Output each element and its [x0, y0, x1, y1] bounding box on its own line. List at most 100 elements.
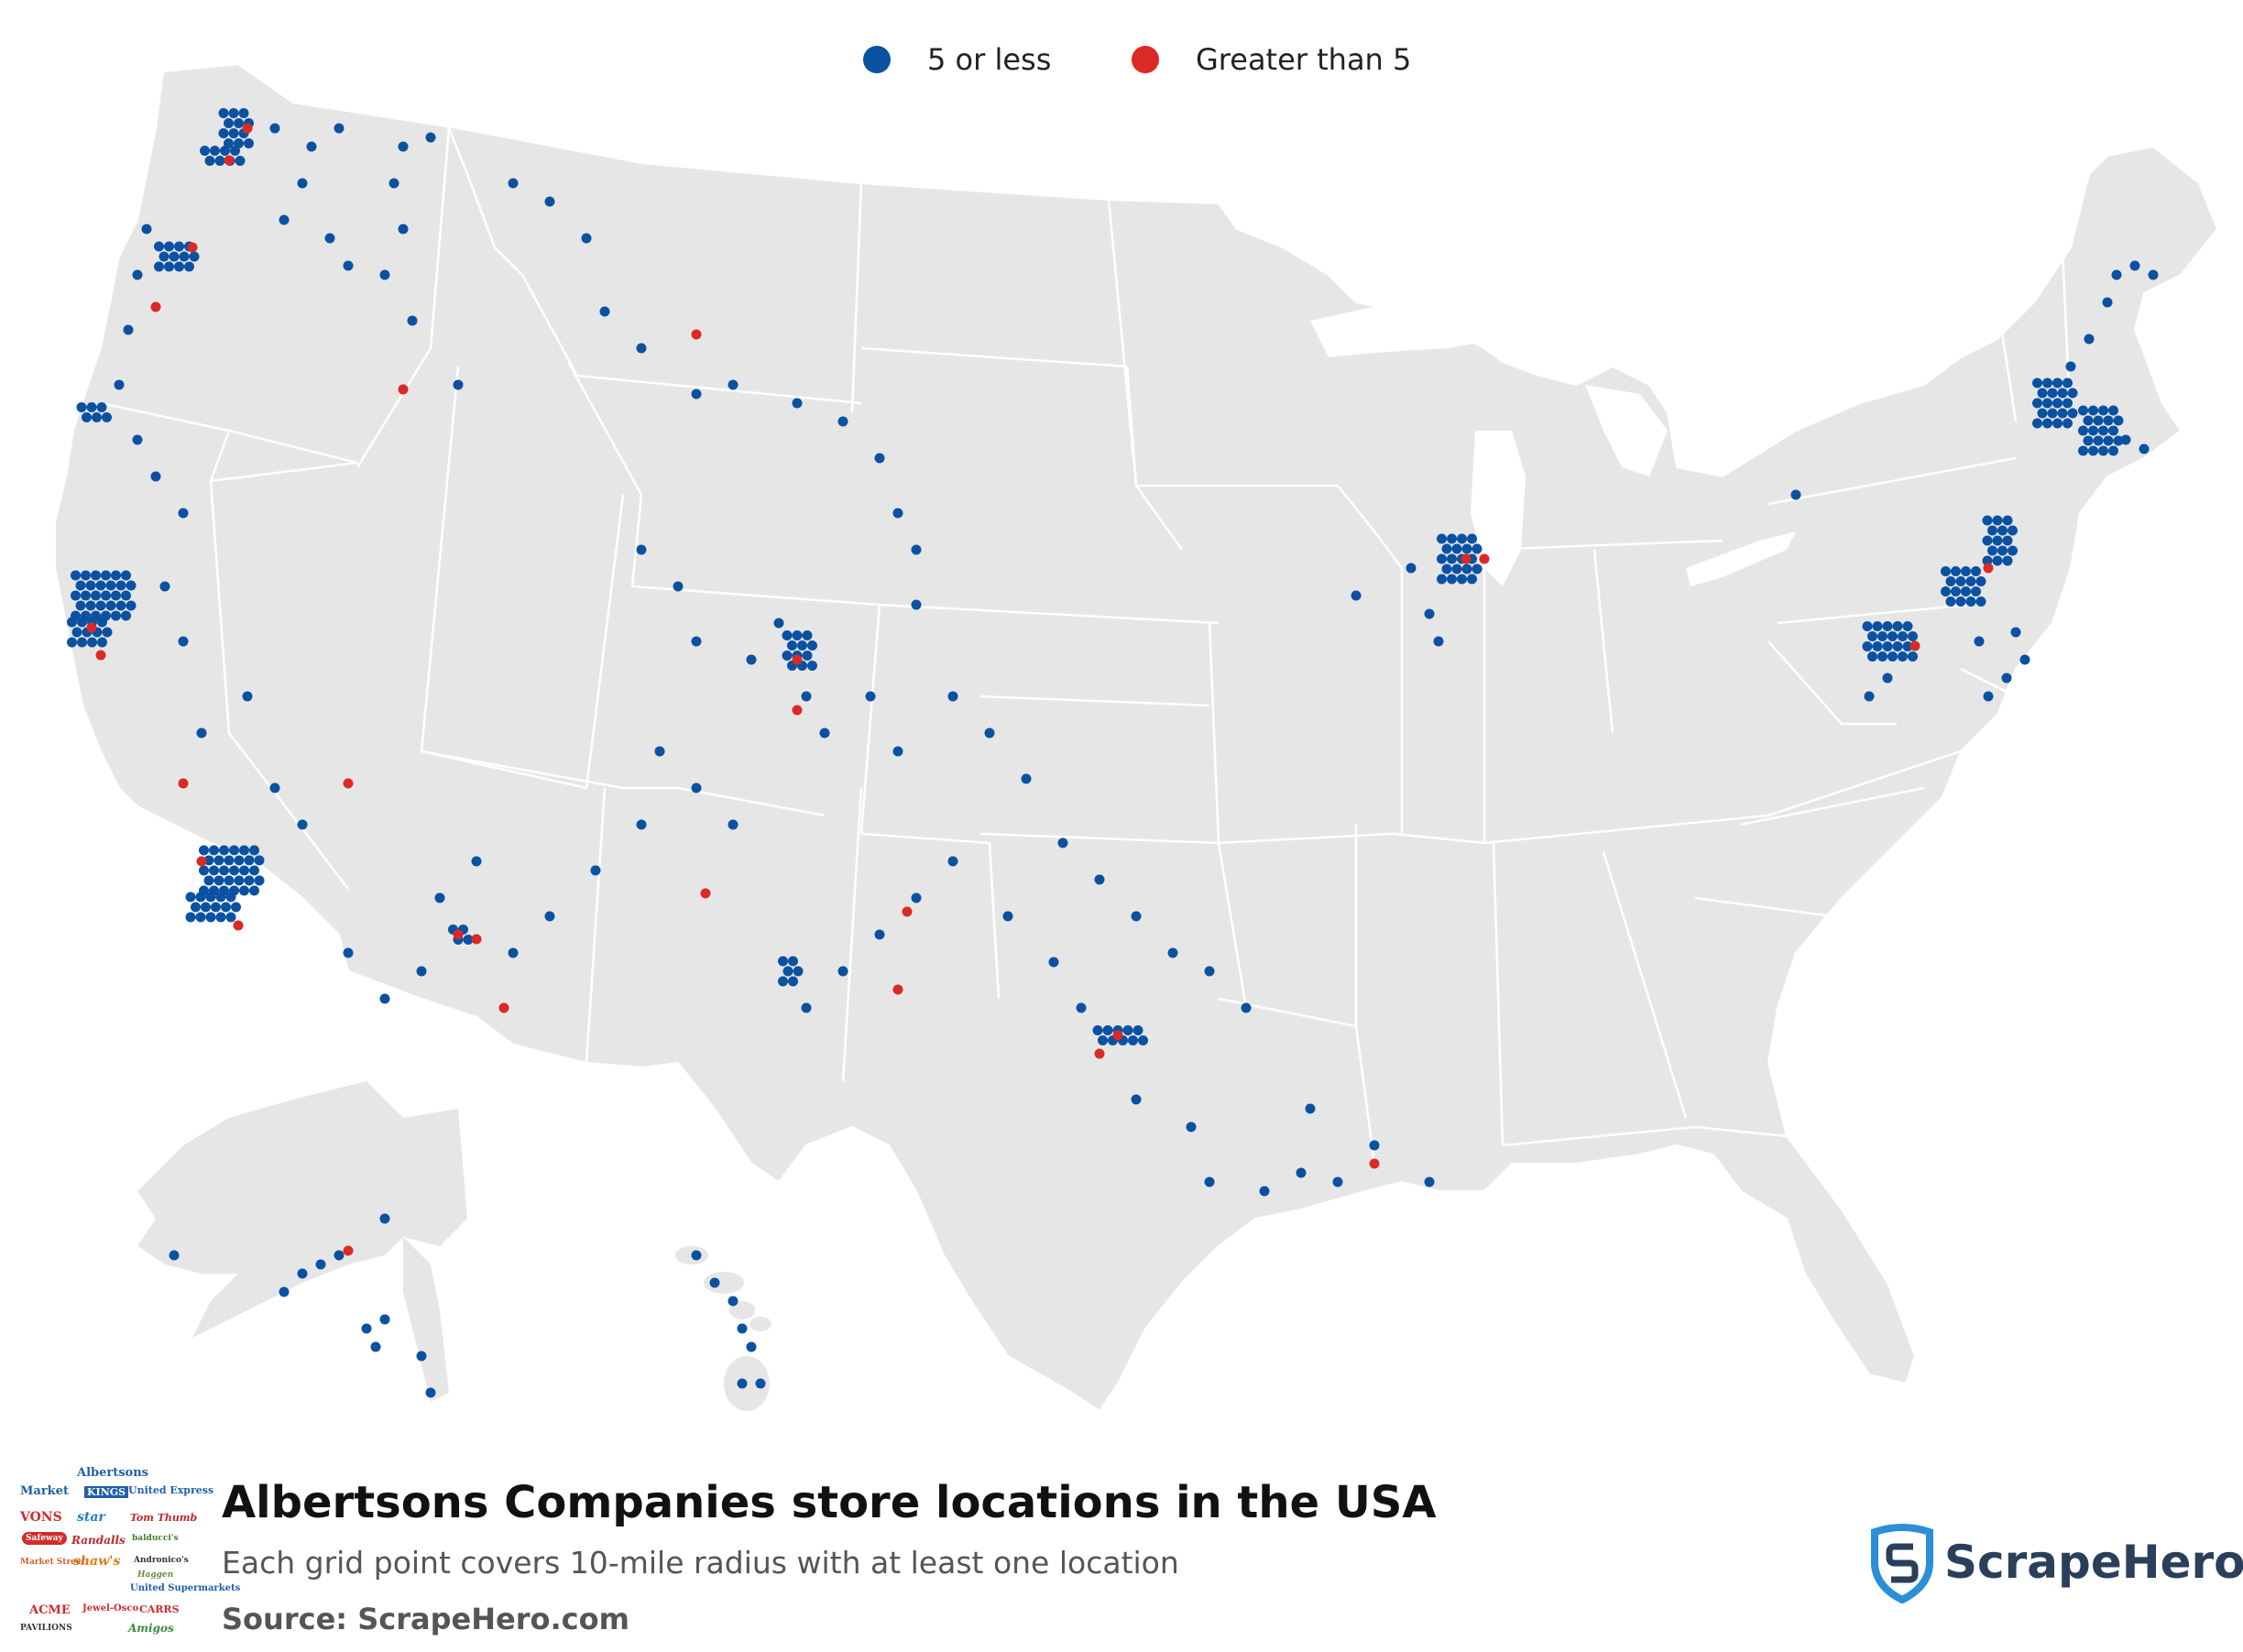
store-dot	[114, 379, 125, 390]
store-dot	[2113, 415, 2124, 426]
store-dot	[205, 912, 216, 923]
store-dot	[2120, 434, 2131, 445]
store-dot	[1887, 651, 1898, 662]
store-dot	[1437, 533, 1447, 544]
store-dot	[219, 865, 229, 876]
logo-jewel-osco: Jewel-Osco	[82, 1603, 139, 1614]
store-dot-high	[343, 1245, 354, 1256]
store-dot	[199, 865, 209, 876]
store-dot	[2002, 515, 2013, 526]
store-dot	[2057, 388, 2068, 399]
store-dot	[169, 251, 180, 262]
store-dot	[1076, 1002, 1087, 1013]
store-dot	[1997, 545, 2008, 556]
store-dot	[2037, 388, 2048, 399]
store-dot	[191, 902, 201, 913]
store-dot	[1898, 631, 1908, 641]
brand-name: ScrapeHero	[1944, 1536, 2243, 1589]
logo-market-street: Market Street	[20, 1558, 85, 1567]
store-dot	[178, 636, 189, 647]
store-dot	[1975, 596, 1986, 607]
store-dot	[85, 580, 96, 591]
store-dot-high	[178, 778, 189, 789]
state-borders	[100, 127, 2073, 1165]
store-dot	[111, 570, 121, 581]
logo-united-supermarkets: United Supermarkets	[130, 1583, 241, 1593]
store-dot	[1447, 553, 1457, 564]
store-dot	[379, 269, 390, 280]
store-dot	[2037, 408, 2048, 419]
store-dot	[1204, 1176, 1215, 1187]
store-dot	[244, 875, 255, 886]
store-dot	[220, 146, 230, 156]
store-dot-high	[1909, 640, 1920, 651]
store-dot	[1971, 586, 1981, 596]
store-dot	[95, 580, 106, 591]
store-dot	[425, 132, 436, 143]
store-dot	[1961, 566, 1971, 576]
store-dot	[911, 544, 922, 555]
store-dot	[91, 570, 101, 581]
store-dot	[1992, 555, 2003, 566]
store-dot	[214, 156, 225, 166]
store-dot	[1461, 563, 1472, 574]
store-dot	[590, 865, 601, 876]
store-dot	[126, 600, 137, 611]
store-dot	[1461, 543, 1472, 554]
store-dot-high	[187, 242, 198, 253]
store-dot	[1467, 533, 1477, 544]
store-dot	[2010, 627, 2021, 638]
store-dot	[709, 1277, 720, 1288]
store-dot	[416, 1351, 427, 1362]
store-dot	[1048, 957, 1059, 968]
store-dot	[2042, 377, 2052, 388]
store-dot-high	[902, 906, 913, 917]
store-dot	[189, 251, 200, 262]
store-dot	[782, 966, 793, 977]
store-dot	[1992, 535, 2003, 546]
store-dot	[1406, 563, 1417, 574]
store-dot	[1433, 636, 1444, 647]
logo-andronicos: Andronico's	[134, 1556, 189, 1565]
store-dot	[2001, 673, 2012, 684]
store-dot	[242, 691, 253, 702]
store-dot	[1002, 911, 1013, 922]
store-dot	[691, 388, 702, 399]
store-dot	[782, 630, 793, 640]
store-dot	[544, 911, 555, 922]
store-dot	[199, 845, 209, 856]
store-dot	[1472, 563, 1483, 574]
store-dot	[196, 728, 207, 738]
store-dot	[2084, 334, 2095, 345]
store-dot	[224, 875, 235, 886]
store-dot	[279, 1286, 290, 1297]
store-dot	[1902, 641, 1913, 651]
store-dot	[947, 691, 958, 702]
store-dot	[2032, 377, 2042, 388]
store-dot	[85, 600, 96, 611]
store-dot	[164, 261, 174, 272]
store-dot	[238, 108, 249, 118]
store-dot	[425, 1387, 436, 1398]
store-dot	[81, 570, 91, 581]
store-dot	[2088, 445, 2098, 456]
store-dot	[802, 630, 813, 640]
store-dot	[132, 269, 143, 280]
store-dot	[1987, 525, 1997, 536]
store-dot	[1997, 525, 2008, 536]
source-credit: Source: ScrapeHero.com	[222, 1602, 629, 1636]
store-dot	[746, 1341, 757, 1352]
store-dot	[2032, 418, 2042, 429]
store-dot	[2032, 398, 2042, 409]
store-dot	[1441, 563, 1452, 574]
store-dot	[984, 728, 995, 738]
store-dot	[71, 627, 82, 638]
store-dot	[132, 434, 143, 445]
store-dot	[76, 402, 87, 412]
store-dot	[77, 637, 87, 648]
store-dot-high	[343, 778, 354, 789]
store-dot	[1872, 621, 1883, 631]
store-dot	[1975, 576, 1986, 586]
store-dot	[1447, 574, 1457, 585]
store-dot	[1131, 1094, 1142, 1105]
